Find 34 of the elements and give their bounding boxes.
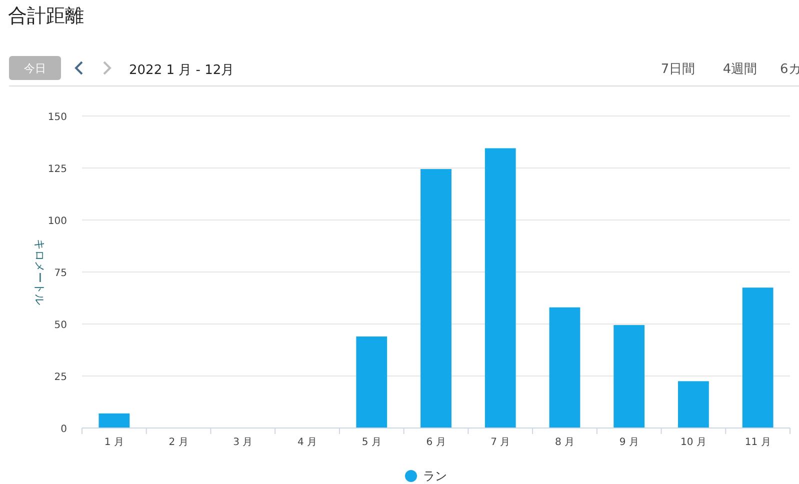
bar	[742, 288, 774, 428]
x-tick-label: 4 月	[298, 437, 318, 448]
x-tick-label: 7 月	[490, 437, 510, 448]
chart-subtitle: 2022 1 月 - 12月	[129, 63, 234, 78]
legend-label: ラン	[423, 469, 447, 483]
bar	[678, 381, 709, 428]
x-tick-label: 5 月	[362, 437, 382, 448]
text: 4週間	[722, 62, 758, 77]
bar	[484, 148, 516, 428]
bar	[356, 336, 388, 428]
x-tick-label: 8 月	[554, 437, 574, 448]
x-tick-label: 2 月	[168, 437, 188, 448]
y-tick-label: 25	[54, 372, 67, 383]
y-axis-title: キロメートル	[33, 239, 46, 305]
text: 7日間	[660, 62, 696, 77]
y-tick-label: 150	[48, 112, 67, 123]
x-tick-label: 6 月	[426, 437, 446, 448]
text: 今日	[24, 62, 46, 75]
y-tick-label: 50	[54, 320, 67, 331]
y-tick-label: 125	[48, 164, 67, 175]
bar	[98, 413, 130, 428]
bar	[420, 169, 452, 428]
text: 6カ	[780, 62, 799, 77]
y-tick-label: 75	[54, 268, 67, 279]
x-tick-label: 1 月	[104, 437, 124, 448]
x-tick-label: 10 月	[680, 437, 706, 448]
bar	[614, 325, 645, 428]
x-tick-label: 9 月	[619, 437, 639, 448]
chart-title: 合計距離	[8, 5, 84, 27]
bar	[549, 307, 580, 428]
x-tick-label: 11 月	[744, 437, 771, 448]
x-tick-label: 3 月	[233, 437, 253, 448]
y-tick-label: 100	[48, 216, 67, 227]
y-tick-label: 0	[60, 424, 67, 435]
